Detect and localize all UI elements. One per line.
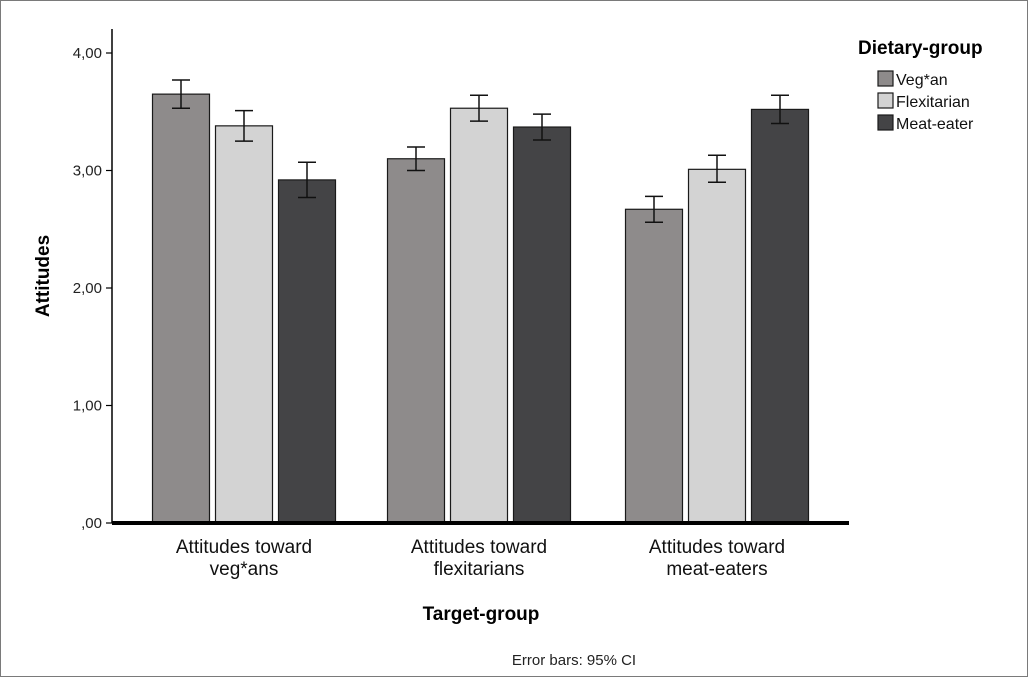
y-tick-label: 2,00 <box>73 280 102 297</box>
legend-label-meat-eater: Meat-eater <box>896 116 974 133</box>
legend: Dietary-group Veg*an Flexitarian Meat-eate… <box>858 38 983 133</box>
bar-veg-an-1 <box>151 93 211 524</box>
error-bar <box>533 113 551 141</box>
bar-flexitarian-1 <box>214 125 274 524</box>
legend-swatch-veg-an <box>877 70 894 87</box>
legend-label-veg-an: Veg*an <box>896 72 948 89</box>
y-axis-title: Attitudes <box>33 235 54 317</box>
bar-flexitarian-2 <box>449 107 509 524</box>
x-tick-label: veg*ans <box>210 559 279 580</box>
error-bar <box>235 109 253 142</box>
y-tick-label: 1,00 <box>73 398 102 415</box>
y-axis: ,00 1,00 2,00 3,00 4,00 <box>73 29 113 532</box>
x-tick-label: meat-eaters <box>666 559 767 580</box>
bar-flexitarian-3 <box>687 168 747 524</box>
y-tick-label: ,00 <box>81 515 102 532</box>
error-bars <box>172 79 789 223</box>
x-tick-label: Attitudes toward <box>649 537 785 558</box>
x-tick-label: Attitudes toward <box>176 537 312 558</box>
x-tick-label: flexitarians <box>434 559 525 580</box>
error-bar <box>645 195 663 223</box>
error-bar <box>298 161 316 199</box>
bar-meat-eater-2 <box>512 126 572 524</box>
error-bar <box>470 94 488 122</box>
x-tick-label: Attitudes toward <box>411 537 547 558</box>
bar-meat-eater-3 <box>750 108 810 524</box>
footnote: Error bars: 95% CI <box>512 652 636 669</box>
legend-label-flexitarian: Flexitarian <box>896 94 970 111</box>
bar-meat-eater-1 <box>277 179 337 524</box>
bars <box>151 93 810 524</box>
y-tick-label: 4,00 <box>73 45 102 62</box>
x-axis-title: Target-group <box>423 604 540 625</box>
y-tick-label: 3,00 <box>73 163 102 180</box>
error-bar <box>407 146 425 172</box>
error-bar <box>708 154 726 183</box>
bar-veg-an-2 <box>386 158 446 524</box>
bar-veg-an-3 <box>624 208 684 524</box>
error-bar <box>172 79 190 109</box>
error-bar <box>771 94 789 125</box>
legend-title: Dietary-group <box>858 38 983 59</box>
legend-swatch-flexitarian <box>877 92 894 109</box>
legend-swatch-meat-eater <box>877 114 894 131</box>
